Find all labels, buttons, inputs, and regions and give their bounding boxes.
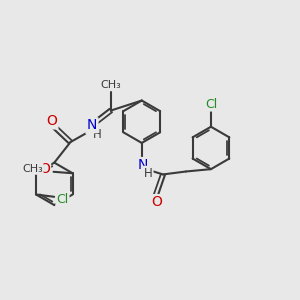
Text: O: O (39, 162, 50, 176)
Text: Cl: Cl (56, 193, 69, 206)
Text: H: H (144, 167, 153, 180)
Text: H: H (93, 128, 102, 141)
Text: CH₃: CH₃ (22, 164, 43, 174)
Text: N: N (87, 118, 98, 132)
Text: O: O (46, 114, 57, 128)
Text: CH₃: CH₃ (100, 80, 121, 90)
Text: N: N (137, 158, 148, 172)
Text: N: N (86, 119, 97, 134)
Text: O: O (152, 195, 163, 209)
Text: Cl: Cl (206, 98, 218, 111)
